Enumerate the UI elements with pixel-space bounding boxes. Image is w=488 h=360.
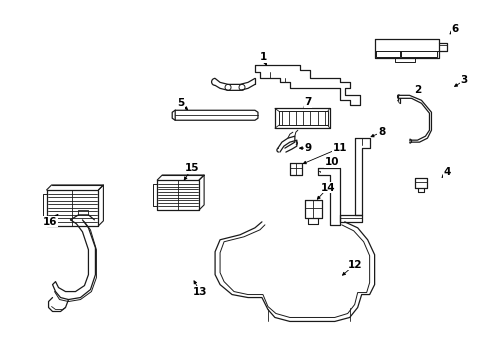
Text: 7: 7 [304, 97, 311, 107]
Text: 13: 13 [192, 287, 207, 297]
Text: 2: 2 [413, 85, 420, 95]
Text: 15: 15 [184, 163, 199, 173]
Text: 8: 8 [377, 127, 385, 137]
Text: 9: 9 [304, 143, 311, 153]
Text: 16: 16 [43, 217, 58, 227]
Text: 5: 5 [177, 98, 184, 108]
Text: 6: 6 [451, 24, 458, 33]
Text: 4: 4 [443, 167, 450, 177]
Text: 1: 1 [259, 53, 266, 63]
Text: 10: 10 [324, 157, 338, 167]
Text: 11: 11 [332, 143, 346, 153]
Text: 14: 14 [320, 183, 334, 193]
Text: 3: 3 [460, 75, 467, 85]
Text: 12: 12 [347, 260, 361, 270]
